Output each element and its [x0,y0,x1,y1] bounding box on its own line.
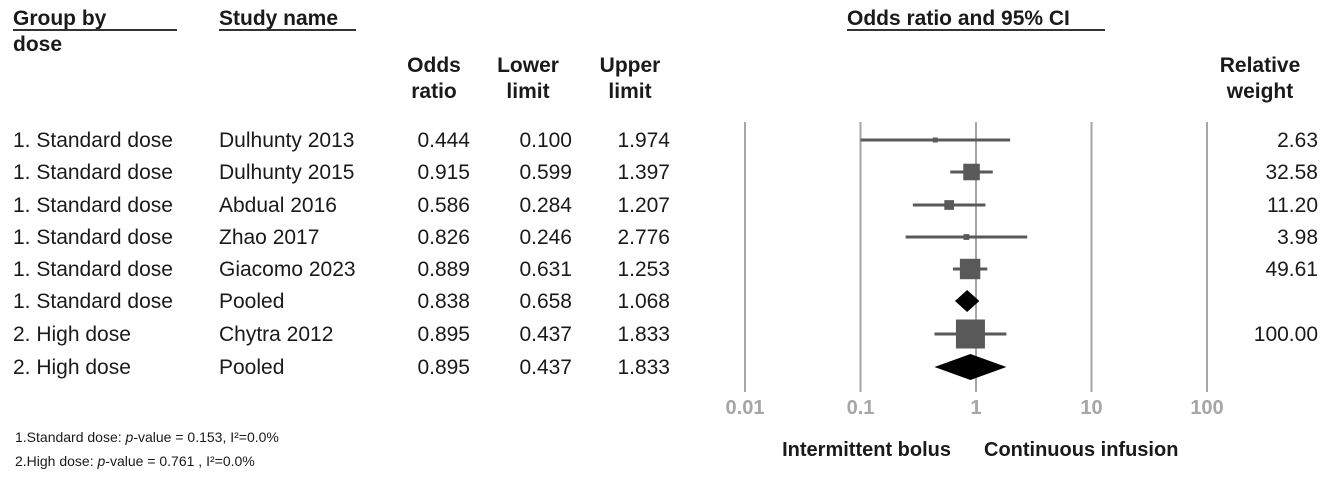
group-header-underline [13,29,177,31]
x-tick-label: 10 [1080,397,1102,419]
row-weight: 2.63 [1277,129,1318,152]
direction-label-left: Intermittent bolus [782,439,951,461]
row-upper: 1.253 [617,258,670,281]
row-group: 1. Standard dose [13,226,173,249]
point-estimate-square [955,319,985,349]
pooled-diamond [934,354,1007,380]
upper-limit-header-line2: limit [608,80,652,103]
lower-limit-header-line2: limit [506,80,550,103]
row-study: Giacomo 2023 [219,258,356,281]
footnote-2-prefix: 2.High dose: [15,453,98,469]
row-weight: 11.20 [1267,194,1318,217]
group-header-line1: Group by [13,7,107,30]
row-lower: 0.437 [519,323,572,346]
point-estimate-square [963,234,970,240]
x-tick-label: 1 [970,397,981,419]
x-tick-label: 0.01 [726,397,765,419]
row-upper: 1.833 [617,356,670,379]
row-group: 1. Standard dose [13,194,173,217]
row-or: 0.895 [417,356,470,379]
x-tick-label: 0.1 [847,397,875,419]
footnote-2-p: p [97,453,106,469]
row-lower: 0.437 [519,356,572,379]
footnote-standard-dose: 1.Standard dose: p-value = 0.153, I²=0.0… [15,428,279,446]
point-estimate-square [932,137,938,143]
row-study: Dulhunty 2013 [219,129,355,152]
odds-ratio-header-line1: Odds [407,54,461,77]
direction-label-right: Continuous infusion [984,439,1178,461]
row-group: 1. Standard dose [13,129,173,152]
row-upper: 1.397 [617,161,670,184]
odds-ratio-header: Odds ratio [398,53,470,105]
row-study: Chytra 2012 [219,323,334,346]
row-lower: 0.599 [519,161,572,184]
footnote-high-dose: 2.High dose: p-value = 0.761 , I²=0.0% [15,452,255,470]
row-or: 0.444 [417,129,470,152]
row-lower: 0.100 [519,129,572,152]
row-upper: 1.207 [617,194,670,217]
row-or: 0.838 [417,290,470,313]
row-study: Zhao 2017 [219,226,320,249]
upper-limit-header-line1: Upper [599,54,661,77]
footnote-1-rest: -value = 0.153, I²=0.0% [133,429,279,445]
row-weight: 100.00 [1253,323,1318,346]
row-upper: 1.068 [617,290,670,313]
row-study: Dulhunty 2015 [219,161,355,184]
row-weight: 3.98 [1277,226,1318,249]
study-header-underline [219,29,356,31]
upper-limit-header: Upper limit [590,53,670,105]
relative-weight-header-line2: weight [1226,80,1294,103]
row-or: 0.586 [417,194,470,217]
point-estimate-square [944,200,955,210]
row-lower: 0.246 [519,226,572,249]
footnote-2-rest: -value = 0.761 , I²=0.0% [105,453,255,469]
footnote-1-p: p [125,429,134,445]
pooled-diamond [955,290,980,312]
row-weight: 32.58 [1265,161,1318,184]
row-group: 1. Standard dose [13,258,173,281]
plot-title: Odds ratio and 95% CI [847,7,1070,30]
row-group: 2. High dose [13,323,131,346]
relative-weight-header: Relative weight [1200,53,1320,105]
row-upper: 1.833 [617,323,670,346]
point-estimate-square [963,163,980,181]
row-study: Abdual 2016 [219,194,337,217]
row-weight: 49.61 [1265,258,1318,281]
plot-title-underline [847,29,1105,31]
lower-limit-header-line1: Lower [497,54,559,77]
group-header: Group by dose [13,6,106,58]
row-upper: 1.974 [617,129,670,152]
row-group: 1. Standard dose [13,290,173,313]
row-upper: 2.776 [617,226,670,249]
row-lower: 0.284 [519,194,572,217]
row-lower: 0.631 [519,258,572,281]
row-group: 1. Standard dose [13,161,173,184]
x-tick-label: 100 [1190,397,1223,419]
point-estimate-square [959,258,981,280]
lower-limit-header: Lower limit [488,53,568,105]
study-header: Study name [219,7,339,30]
row-group: 2. High dose [13,356,131,379]
footnote-1-prefix: 1.Standard dose: [15,429,126,445]
row-or: 0.895 [417,323,470,346]
relative-weight-header-line1: Relative [1219,54,1301,77]
row-or: 0.915 [417,161,470,184]
row-study: Pooled [219,290,285,313]
row-study: Pooled [219,356,285,379]
row-lower: 0.658 [519,290,572,313]
group-header-line2: dose [13,33,63,56]
row-or: 0.889 [417,258,470,281]
row-or: 0.826 [417,226,470,249]
odds-ratio-header-line2: ratio [411,80,457,103]
